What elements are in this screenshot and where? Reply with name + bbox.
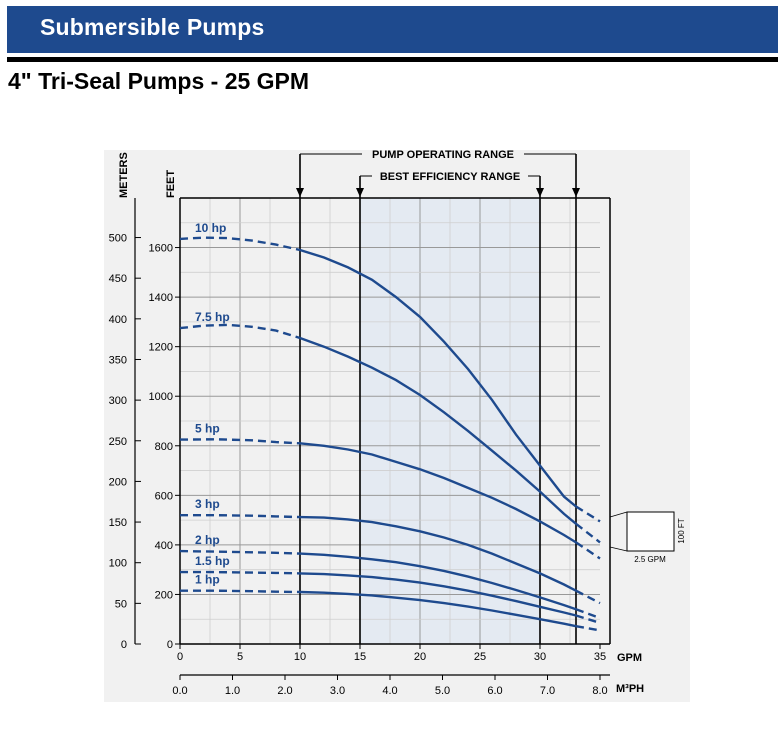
m3ph-tick-label: 5.0 (435, 685, 450, 697)
curve-1-5-hp-dashed-end (575, 614, 601, 625)
feet-tick-label: 1600 (149, 243, 173, 255)
curve-5-hp-dashed-start (179, 438, 301, 445)
curve-label: 7.5 hp (195, 310, 230, 324)
meters-tick-label: 500 (109, 233, 127, 245)
meters-tick-label: 250 (109, 436, 127, 448)
m3ph-tick-label: 2.0 (277, 685, 292, 697)
feet-tick-label: 600 (155, 490, 173, 502)
meters-axis-title: METERS (118, 152, 130, 198)
curve-label: 1 hp (195, 573, 220, 587)
operating-range-label: PUMP OPERATING RANGE (372, 149, 514, 161)
feet-tick-label: 200 (155, 589, 173, 601)
curve-1-hp (299, 590, 577, 628)
meters-tick-label: 350 (109, 354, 127, 366)
header-banner: Submersible Pumps (7, 6, 778, 53)
curve-label: 10 hp (195, 221, 226, 235)
curve-5-hp-dashed-end (575, 541, 601, 560)
banner-title: Submersible Pumps (40, 14, 265, 40)
meters-tick-label: 150 (109, 517, 127, 529)
curve-5-hp (299, 442, 577, 544)
operating-range-arrow (296, 188, 304, 197)
curve-7-5-hp-dashed-end (575, 522, 601, 544)
feet-tick-label: 1000 (149, 391, 173, 403)
m3ph-tick-label: 3.0 (330, 685, 345, 697)
m3ph-axis-title: M³PH (616, 683, 644, 695)
curve-7-5-hp-dashed-start (179, 323, 301, 340)
gpm-tick-label: 10 (294, 651, 306, 663)
curve-3-hp-dashed-end (575, 589, 601, 605)
meters-tick-label: 100 (109, 558, 127, 570)
efficiency-range-arrow (536, 188, 544, 197)
meters-tick-label: 200 (109, 476, 127, 488)
curve-label: 3 hp (195, 497, 220, 511)
meters-tick-label: 0 (121, 639, 127, 651)
header-rule (7, 57, 778, 62)
m3ph-tick-label: 8.0 (592, 685, 607, 697)
feet-tick-label: 1400 (149, 292, 173, 304)
gpm-axis-title: GPM (617, 652, 642, 664)
page-title: 4" Tri-Seal Pumps - 25 GPM (8, 68, 310, 94)
feet-tick-label: 400 (155, 540, 173, 552)
scale-box-y-label: 100 FT (677, 518, 686, 543)
curve-2-hp (299, 552, 577, 611)
curve-1-5-hp-dashed-start (180, 570, 301, 575)
curve-3-hp-dashed-start (180, 514, 301, 519)
gpm-tick-label: 15 (354, 651, 366, 663)
gpm-tick-label: 25 (474, 651, 486, 663)
curve-label: 2 hp (195, 533, 220, 547)
curve-label: 5 hp (195, 422, 220, 436)
gpm-tick-label: 30 (534, 651, 546, 663)
meters-tick-label: 50 (115, 598, 127, 610)
curve-7-5-hp (299, 336, 577, 525)
operating-range-arrow (572, 188, 580, 197)
scale-box-leader-bottom (609, 546, 628, 552)
feet-tick-label: 800 (155, 441, 173, 453)
gpm-tick-label: 0 (177, 651, 183, 663)
m3ph-tick-label: 0.0 (172, 685, 187, 697)
m3ph-tick-label: 1.0 (225, 685, 240, 697)
gpm-tick-label: 20 (414, 651, 426, 663)
curve-10-hp (299, 248, 577, 508)
efficiency-range-arrow (356, 188, 364, 197)
feet-tick-label: 1200 (149, 342, 173, 354)
feet-axis-title: FEET (165, 170, 177, 198)
scale-box-x-label: 2.5 GPM (634, 555, 666, 564)
curve-1-hp-dashed-start (180, 589, 301, 594)
curve-2-hp-dashed-start (179, 549, 301, 555)
m3ph-tick-label: 4.0 (382, 685, 397, 697)
meters-tick-label: 450 (109, 273, 127, 285)
gpm-tick-label: 5 (237, 651, 243, 663)
m3ph-tick-label: 7.0 (540, 685, 555, 697)
gpm-tick-label: 35 (594, 651, 606, 663)
curve-label: 1.5 hp (195, 554, 230, 568)
curve-1-5-hp (299, 572, 577, 617)
curve-3-hp (299, 515, 577, 592)
m3ph-tick-label: 6.0 (487, 685, 502, 697)
curve-10-hp-dashed-end (575, 505, 601, 523)
curve-1-hp-dashed-end (575, 625, 601, 632)
curve-2-hp-dashed-end (575, 608, 601, 620)
efficiency-range-label: BEST EFFICIENCY RANGE (380, 171, 520, 183)
meters-tick-label: 300 (109, 395, 127, 407)
curve-10-hp-dashed-start (179, 236, 301, 252)
feet-tick-label: 0 (167, 639, 173, 651)
scale-box (626, 511, 675, 552)
scale-box-leader-top (609, 511, 628, 518)
meters-tick-label: 400 (109, 314, 127, 326)
